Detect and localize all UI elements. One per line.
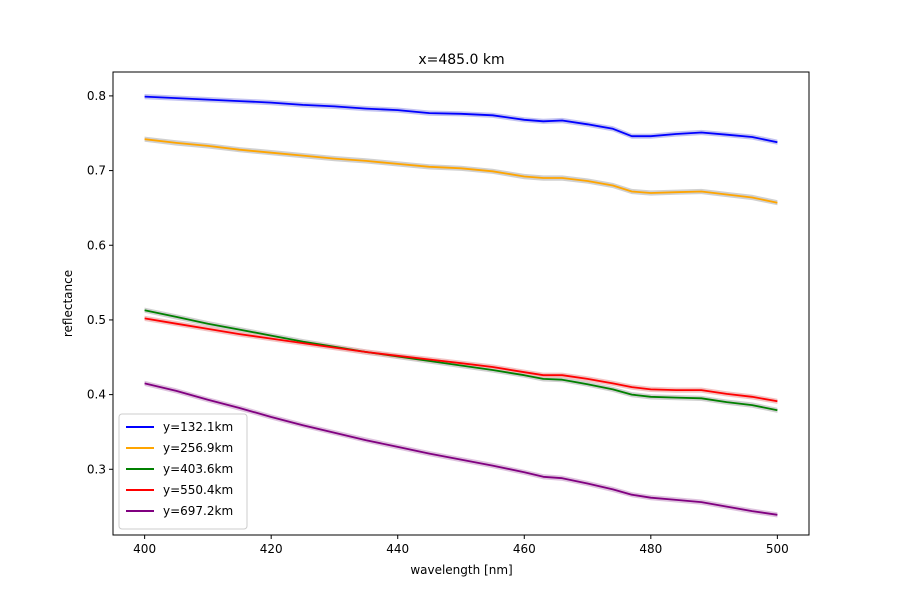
y-tick-label: 0.7 (87, 164, 106, 178)
series-line-4 (144, 317, 778, 403)
legend-label: y=403.6km (163, 462, 233, 476)
legend-box (118, 413, 248, 530)
y-tick-label: 0.3 (87, 462, 106, 476)
series-band-3 (144, 307, 778, 413)
y-tick-label: 0.5 (87, 313, 106, 327)
series-line-3 (144, 309, 778, 412)
chart-title: x=485.0 km (418, 52, 504, 68)
x-tick-label: 420 (260, 542, 283, 556)
legend-label: y=697.2km (163, 504, 233, 518)
legend: y=132.1km y=256.9km y=403.6km y=550.4km y=69… (118, 413, 248, 530)
series-line-5 (144, 382, 778, 516)
plot-frame (112, 71, 810, 536)
x-tick-label: 400 (133, 542, 156, 556)
y-axis-label: reflectance (61, 270, 75, 337)
y-tick-label: 0.8 (87, 89, 106, 103)
x-tick-label: 460 (513, 542, 536, 556)
y-tick-label: 0.4 (87, 388, 106, 402)
y-tick-label: 0.6 (87, 238, 106, 252)
legend-label: y=256.9km (163, 441, 233, 455)
legend-label: y=550.4km (163, 483, 233, 497)
x-tick-label: 480 (639, 542, 662, 556)
x-tick-label: 440 (386, 542, 409, 556)
series-line-1 (144, 95, 778, 144)
legend-label: y=132.1km (163, 420, 233, 434)
series-line-2 (144, 138, 778, 204)
x-tick-label: 500 (766, 542, 789, 556)
x-axis-label: wavelength [nm] (410, 563, 512, 577)
